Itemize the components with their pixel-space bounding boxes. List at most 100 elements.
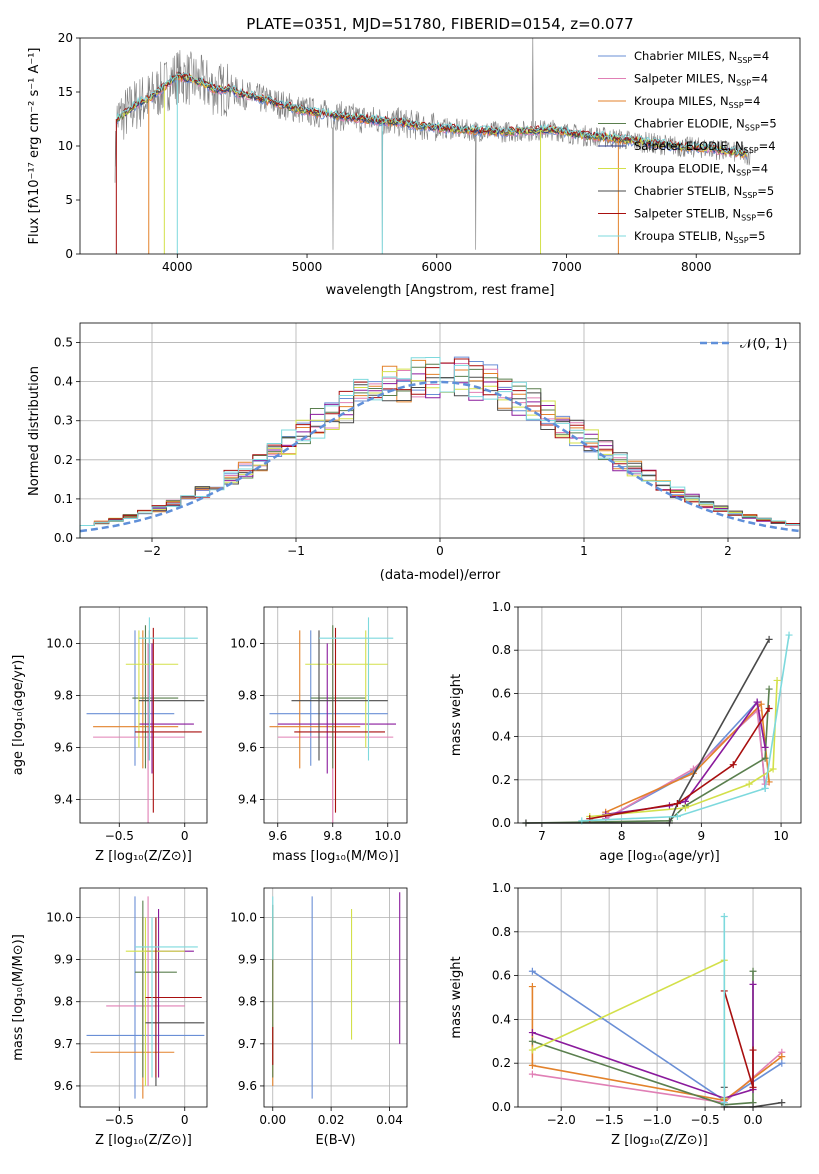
spectrum-ytick-label: 0 [65, 247, 73, 261]
age-vs-Z-axes-frame [79, 606, 208, 824]
weight-vs-age-xtick-label: 8 [618, 829, 626, 843]
age-vs-mass-panel: 9.6 9.8 10.0 9.4 9.6 9.8 10.0 mass [log₁₀(M/M⊙)… [230, 606, 408, 864]
weight-vs-age-series-6 [589, 680, 778, 818]
weight-vs-Z-marker-4-4 [749, 967, 757, 975]
weight-vs-Z-ytick-label: 0.2 [492, 1056, 511, 1070]
age-vs-mass-ytick-label: 9.6 [238, 741, 257, 755]
weight-vs-Z-ylabel: mass weight [449, 956, 464, 1038]
mass-vs-EBV-xlabel: E(B-V) [315, 1133, 355, 1148]
weight-vs-age-xtick-label: 9 [698, 829, 706, 843]
residuals-xtick-label: 2 [724, 544, 732, 558]
weight-vs-Z-xtick-label: −1.0 [643, 1113, 672, 1127]
age-vs-Z-ytick-label: 9.4 [54, 793, 73, 807]
legend-entry-3: Kroupa MILES, NSSP=4 [634, 94, 760, 110]
spectrum-ytick-label: 10 [58, 139, 73, 153]
weight-vs-Z-marker-9-2 [720, 1099, 728, 1107]
age-vs-Z-xtick-label: 0 [181, 829, 189, 843]
weight-vs-age-ticks: 7 8 9 10 0.0 0.2 0.4 0.6 0.8 1.0 [492, 600, 801, 843]
weight-vs-Z-marker-6-1 [528, 1046, 536, 1054]
age-vs-Z-ytick-label: 10.0 [46, 636, 73, 650]
residuals-ytick-label: 0.0 [54, 531, 73, 545]
weight-vs-age-marker-8-3 [729, 761, 737, 769]
weight-vs-age-marker-7-4 [765, 635, 773, 643]
age-vs-mass-ytick-label: 9.8 [238, 688, 257, 702]
weight-vs-age-series-4 [525, 689, 770, 824]
mass-vs-EBV-xtick-label: 0.04 [376, 1113, 403, 1127]
weight-vs-Z-marker-2-1 [528, 1070, 536, 1078]
residuals-ytick-label: 0.1 [54, 492, 73, 506]
observed-spectrum-line [114, 38, 751, 250]
age-vs-Z-xlabel: Z [log₁₀(Z/Z⊙)] [95, 849, 192, 864]
weight-vs-age-xtick-label: 10 [773, 829, 788, 843]
weight-vs-age-marker-5-3 [681, 797, 689, 805]
mass-vs-EBV-ytick-label: 9.7 [238, 1037, 257, 1051]
mass-vs-Z-ytick-label: 9.6 [54, 1079, 73, 1093]
spectrum-plot-area: 4000 5000 6000 7000 8000 0 5 10 15 20 [58, 31, 751, 274]
spectrum-xtick-label: 4000 [162, 260, 193, 274]
weight-vs-age-marker-9-3 [761, 784, 769, 792]
spectrum-ytick-label: 5 [65, 193, 73, 207]
legend-entry-2: Salpeter MILES, NSSP=4 [634, 72, 768, 88]
mass-vs-Z-ytick-label: 9.9 [54, 953, 73, 967]
weight-vs-age-marker-9-2 [673, 813, 681, 821]
weight-vs-Z-marker-1-1 [528, 967, 536, 975]
weight-vs-age-series-9 [581, 634, 790, 822]
weight-vs-age-axes-frame [517, 606, 802, 824]
mass-vs-Z-xlabel: Z [log₁₀(Z/Z⊙)] [95, 1133, 192, 1148]
mass-vs-Z-ytick-label: 9.8 [54, 995, 73, 1009]
age-vs-mass-ytick-label: 10.0 [230, 636, 257, 650]
weight-vs-age-marker-8-2 [673, 800, 681, 808]
mass-vs-EBV-ytick-label: 10.0 [230, 910, 257, 924]
age-vs-mass-xtick-label: 9.8 [323, 829, 342, 843]
weight-vs-age-marker-8-4 [765, 705, 773, 713]
residuals-legend: 𝒩(0, 1) [700, 337, 787, 352]
weight-vs-Z-marker-3-2 [528, 1061, 536, 1069]
residual-histogram-9 [79, 357, 800, 538]
model-line-9 [115, 72, 748, 155]
residuals-axes-frame [79, 322, 801, 539]
age-vs-mass-xlabel: mass [log₁₀(M/M⊙)] [272, 849, 399, 864]
mass-vs-Z-xtick-label: −0.5 [105, 1113, 134, 1127]
weight-vs-age-panel: 7 8 9 10 0.0 0.2 0.4 0.6 0.8 1.0 age [log₁₀(age/yr… [449, 600, 802, 864]
spectrum-xlabel: wavelength [Angstrom, rest frame] [326, 283, 555, 298]
weight-vs-Z-marker-5-4 [749, 980, 757, 988]
legend-entry-4: Chabrier ELODIE, NSSP=5 [634, 117, 777, 133]
mass-vs-EBV-ticks: 0.00 0.02 0.04 9.6 9.7 9.8 9.9 10.0 [230, 888, 407, 1127]
residuals-xtick-label: −1 [287, 544, 305, 558]
weight-vs-age-xlabel: age [log₁₀(age/yr)] [599, 849, 720, 864]
age-vs-Z-xtick-label: −0.5 [105, 829, 134, 843]
mass-vs-Z-axes-frame [79, 887, 208, 1108]
legend-entry-6: Kroupa ELODIE, NSSP=4 [634, 162, 768, 178]
weight-vs-Z-marker-1-3 [778, 1059, 786, 1067]
weight-vs-Z-xtick-label: −2.0 [547, 1113, 576, 1127]
weight-vs-age-marker-6-2 [681, 804, 689, 812]
age-vs-mass-ytick-label: 9.4 [238, 793, 257, 807]
residuals-ytick-label: 0.4 [54, 375, 73, 389]
age-vs-Z-ylabel: age [log₁₀(age/yr)] [11, 655, 26, 776]
age-vs-mass-xtick-label: 9.6 [268, 829, 287, 843]
age-vs-Z-ticks: −0.5 0 9.4 9.6 9.8 10.0 [46, 607, 207, 843]
weight-vs-Z-xlabel: Z [log₁₀(Z/Z⊙)] [611, 1133, 708, 1148]
mass-vs-Z-ylabel: mass [log₁₀(M/M⊙)] [11, 934, 26, 1061]
weight-vs-age-ytick-label: 0.8 [492, 643, 511, 657]
spectrum-ticks: 4000 5000 6000 7000 8000 0 5 10 15 20 [58, 31, 712, 274]
spectrum-panel: PLATE=0351, MJD=51780, FIBERID=0154, z=0… [27, 15, 801, 298]
age-vs-mass-xtick-label: 10.0 [374, 829, 401, 843]
weight-vs-age-ylabel: mass weight [449, 674, 464, 756]
mass-vs-Z-ytick-label: 9.7 [54, 1037, 73, 1051]
weight-vs-Z-ytick-label: 0.8 [492, 925, 511, 939]
weight-vs-Z-series-8 [723, 990, 754, 1088]
weight-vs-age-ytick-label: 0.2 [492, 773, 511, 787]
weight-vs-age-marker-9-4 [785, 631, 793, 639]
mass-vs-EBV-xtick-label: 0.00 [259, 1113, 286, 1127]
mass-vs-EBV-ytick-label: 9.8 [238, 995, 257, 1009]
weight-vs-Z-series-5 [532, 984, 754, 1100]
weight-vs-Z-ytick-label: 0.4 [492, 1012, 511, 1026]
residuals-xtick-label: −2 [143, 544, 161, 558]
weight-vs-Z-marker-8-3 [749, 1046, 757, 1054]
legend-entry-9: Kroupa STELIB, NSSP=5 [634, 229, 765, 245]
spectrum-title: PLATE=0351, MJD=51780, FIBERID=0154, z=0… [246, 15, 633, 33]
mass-vs-Z-xtick-label: 0 [181, 1113, 189, 1127]
residuals-ticks: −2 −1 0 1 2 0.0 0.1 0.2 0.3 0.4 0.5 [54, 323, 800, 558]
weight-vs-Z-ytick-label: 0.6 [492, 969, 511, 983]
